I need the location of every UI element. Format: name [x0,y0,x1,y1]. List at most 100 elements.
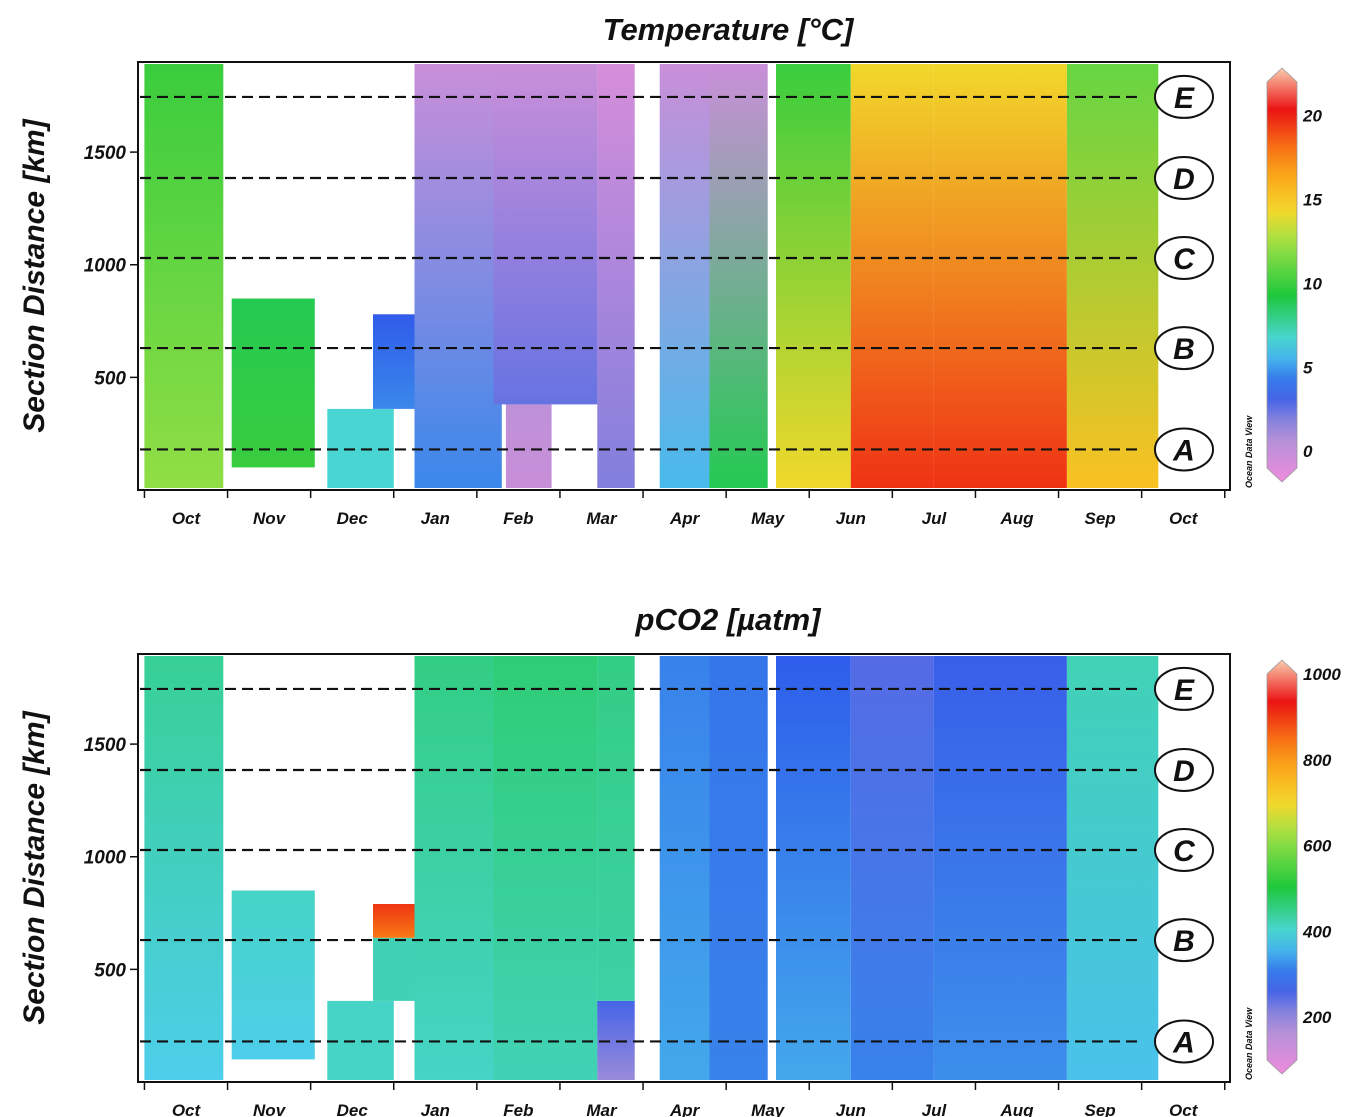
x-tick-label: Oct [1169,509,1199,528]
section-label: A [1172,1026,1195,1059]
y-tick-label: 1000 [84,256,127,277]
cruise-sep-patch [1066,64,1159,488]
x-tick-label: Nov [253,1101,287,1117]
chart-title: pCO2 [µatm] [635,602,823,637]
y-tick-label: 500 [94,368,126,389]
section-marker-c [1154,827,1214,872]
plot-frame [137,653,1231,1083]
colorbar-tick-label: 20 [1302,107,1322,126]
section-marker-a [1154,427,1214,472]
x-tick-label: Jun [836,509,866,528]
section-label: A [1172,434,1195,467]
section-marker-e [1154,666,1214,711]
colorbar [1266,67,1298,483]
x-tick-label: Oct [1169,1101,1199,1117]
chart-title: Temperature [°C] [603,12,855,47]
x-tick-label: Apr [669,1101,701,1117]
cruise-jul-patch [850,64,934,488]
cruise-mar-patch [597,64,635,488]
section-marker-b [1154,918,1214,963]
cruise-may-patch [709,64,768,488]
y-tick-label: 500 [94,960,126,981]
colorbar-tick-label: 200 [1302,1008,1332,1027]
x-tick-label: Aug [999,509,1034,528]
x-tick-label: Jul [922,1101,948,1117]
data-layer [144,656,1159,1080]
cruise-aug-patch [933,656,1067,1080]
cruise-dec-patch [373,937,415,1001]
cruise-jun-patch [776,656,851,1080]
x-tick-label: May [751,1101,786,1117]
x-tick-label: Mar [586,1101,618,1117]
x-tick-label: Mar [586,509,618,528]
x-tick-label: Aug [999,1101,1034,1117]
colorbar [1266,659,1298,1075]
colorbar-tick-label: 800 [1303,751,1332,770]
x-tick-label: Feb [503,509,533,528]
cruise-apr-patch [659,64,710,488]
cruise-nov-patch [231,298,315,468]
cruise-feb-patch [493,656,598,1080]
x-tick-label: Feb [503,1101,533,1117]
section-label: E [1174,82,1195,115]
colorbar-tick-label: 400 [1302,922,1332,941]
x-tick-label: Jun [836,1101,866,1117]
section-label: C [1173,243,1196,276]
y-tick-label: 1500 [84,735,127,756]
section-marker-a [1154,1019,1214,1064]
plot-frame [137,61,1231,491]
watermark: Ocean Data View [1244,415,1254,488]
y-tick-label: 1500 [84,143,127,164]
colorbar-tick-label: 600 [1303,837,1332,856]
colorbar-tick-label: 10 [1303,274,1322,293]
y-axis-label: Section Distance [km] [18,710,51,1024]
x-tick-label: Oct [172,1101,202,1117]
x-tick-label: Jul [922,509,948,528]
x-tick-label: Dec [337,509,369,528]
x-tick-label: Jan [421,1101,450,1117]
colorbar-tick-label: 1000 [1303,665,1341,684]
cruise-jul-patch [850,656,934,1080]
temperature-chart: Temperature [°C] Section Distance [km] 500… [18,12,1322,528]
section-label: C [1173,835,1196,868]
cruise-feb-patch [505,404,552,488]
x-tick-label: Sep [1085,1101,1116,1117]
x-tick-label: May [751,509,786,528]
colorbar-tick-label: 5 [1303,358,1313,377]
cruise-apr-patch [659,656,710,1080]
cruise-oct-patch [144,656,224,1080]
pco2-chart: pCO2 [µatm] Section Distance [km] 500 1000 1… [18,602,1341,1117]
cruise-nov-patch [231,890,315,1060]
section-marker-d [1154,748,1214,793]
x-tick-label: Oct [172,509,202,528]
x-tick-label: Dec [337,1101,369,1117]
x-tick-label: Nov [253,509,287,528]
watermark: Ocean Data View [1244,1007,1254,1080]
cruise-aug-patch [933,64,1067,488]
y-tick-label: 1000 [84,848,127,869]
section-label: B [1173,925,1195,958]
section-label: D [1173,755,1195,788]
section-label: D [1173,163,1195,196]
cruise-jan-patch [414,656,502,1080]
cruise-may-patch [709,656,768,1080]
y-axis-label: Section Distance [km] [18,118,51,432]
x-tick-label: Sep [1085,509,1116,528]
data-layer [144,64,1159,488]
x-tick-label: Jan [421,509,450,528]
cruise-sep-patch [1066,656,1159,1080]
x-tick-label: Apr [669,509,701,528]
colorbar-tick-label: 0 [1303,442,1313,461]
cruise-mar-patch [597,656,635,1001]
cruise-oct-patch [144,64,224,488]
cruise-feb-patch [493,64,598,405]
section-marker-d [1154,156,1214,201]
section-marker-e [1154,74,1214,119]
colorbar-tick-label: 15 [1303,190,1322,209]
cruise-dec-patch [373,314,415,409]
section-label: B [1173,333,1195,366]
section-marker-b [1154,326,1214,371]
cruise-jun-patch [776,64,851,488]
section-marker-c [1154,235,1214,280]
